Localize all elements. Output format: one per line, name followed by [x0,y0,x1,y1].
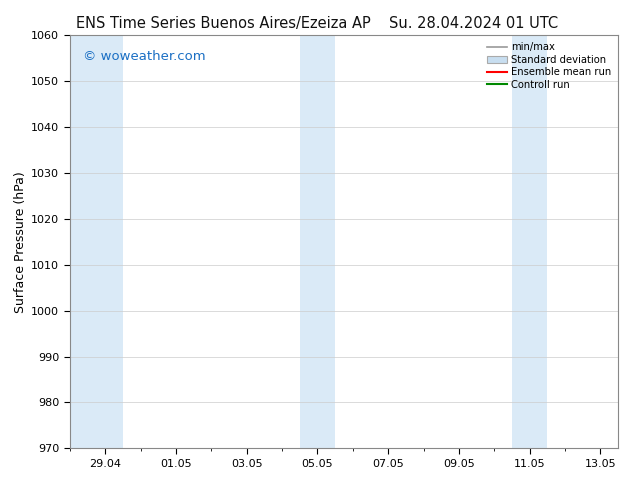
Bar [512,35,547,448]
Y-axis label: Surface Pressure (hPa): Surface Pressure (hPa) [14,171,27,313]
Text: © woweather.com: © woweather.com [84,50,206,63]
Bar [300,35,335,448]
Text: ENS Time Series Buenos Aires/Ezeiza AP: ENS Time Series Buenos Aires/Ezeiza AP [76,16,371,31]
Text: Su. 28.04.2024 01 UTC: Su. 28.04.2024 01 UTC [389,16,558,31]
Legend: min/max, Standard deviation, Ensemble mean run, Controll run: min/max, Standard deviation, Ensemble me… [485,40,613,92]
Bar [52,35,123,448]
